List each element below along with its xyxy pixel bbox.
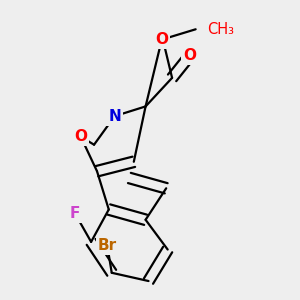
Text: O: O [155, 32, 168, 47]
Text: O: O [155, 32, 168, 47]
Text: CH₃: CH₃ [207, 22, 234, 37]
Text: N: N [108, 109, 121, 124]
Text: O: O [183, 48, 196, 63]
Text: Br: Br [98, 238, 117, 253]
Text: F: F [70, 206, 80, 221]
Text: O: O [183, 48, 196, 63]
Text: O: O [74, 129, 87, 144]
